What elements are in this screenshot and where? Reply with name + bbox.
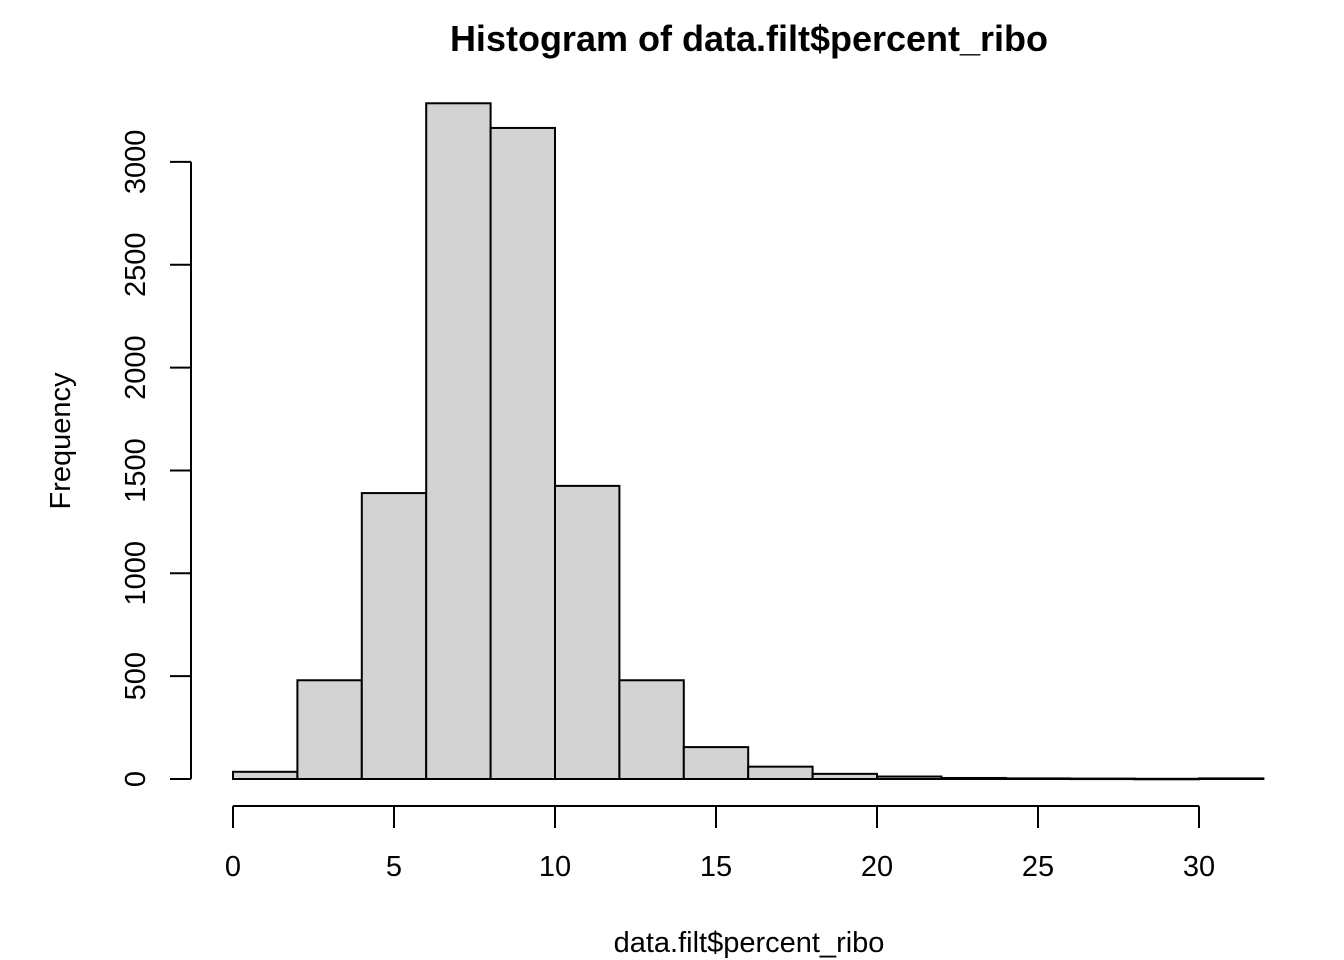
histogram-bar: [425, 102, 492, 780]
bars-group: [232, 102, 1265, 781]
histogram-bar: [940, 776, 1007, 780]
histogram-bar: [747, 765, 814, 781]
histogram-bar: [296, 679, 363, 780]
y-tick-label: 1000: [120, 541, 152, 606]
histogram-bar: [489, 126, 557, 781]
y-tick-label: 2000: [120, 335, 152, 400]
histogram-bar: [1069, 777, 1136, 781]
x-tick-label: 25: [1022, 851, 1054, 883]
histogram-bar: [360, 492, 428, 780]
x-tick-label: 5: [386, 851, 402, 883]
histogram-bar: [1198, 777, 1265, 780]
y-tick-label: 1500: [120, 438, 152, 503]
y-tick-label: 3000: [120, 130, 152, 195]
x-tick-label: 20: [861, 851, 893, 883]
x-tick-label: 0: [225, 851, 241, 883]
y-tick-label: 0: [120, 771, 152, 787]
histogram-bar: [618, 679, 685, 780]
x-tick-label: 15: [700, 851, 732, 883]
x-tick-label: 10: [539, 851, 571, 883]
histogram-bar: [876, 775, 943, 781]
y-axis-label: Frequency: [45, 372, 77, 510]
y-tick-label: 500: [120, 652, 152, 700]
chart-title: Histogram of data.filt$percent_ribo: [450, 18, 1048, 59]
x-axis-label: data.filt$percent_ribo: [614, 927, 885, 959]
y-tick-label: 2500: [120, 232, 152, 297]
histogram-bar: [682, 746, 750, 781]
histogram-bar: [811, 772, 878, 780]
x-tick-label: 30: [1183, 851, 1215, 883]
histogram-bar: [232, 770, 299, 780]
y-axis: 0 500 1000 1500 2000 2500 3000: [120, 130, 192, 787]
histogram-bar: [1004, 777, 1072, 780]
x-axis: 0 5 10 15 20 25 30: [225, 805, 1215, 883]
histogram-bar: [1133, 777, 1200, 781]
histogram-bar: [554, 484, 621, 780]
